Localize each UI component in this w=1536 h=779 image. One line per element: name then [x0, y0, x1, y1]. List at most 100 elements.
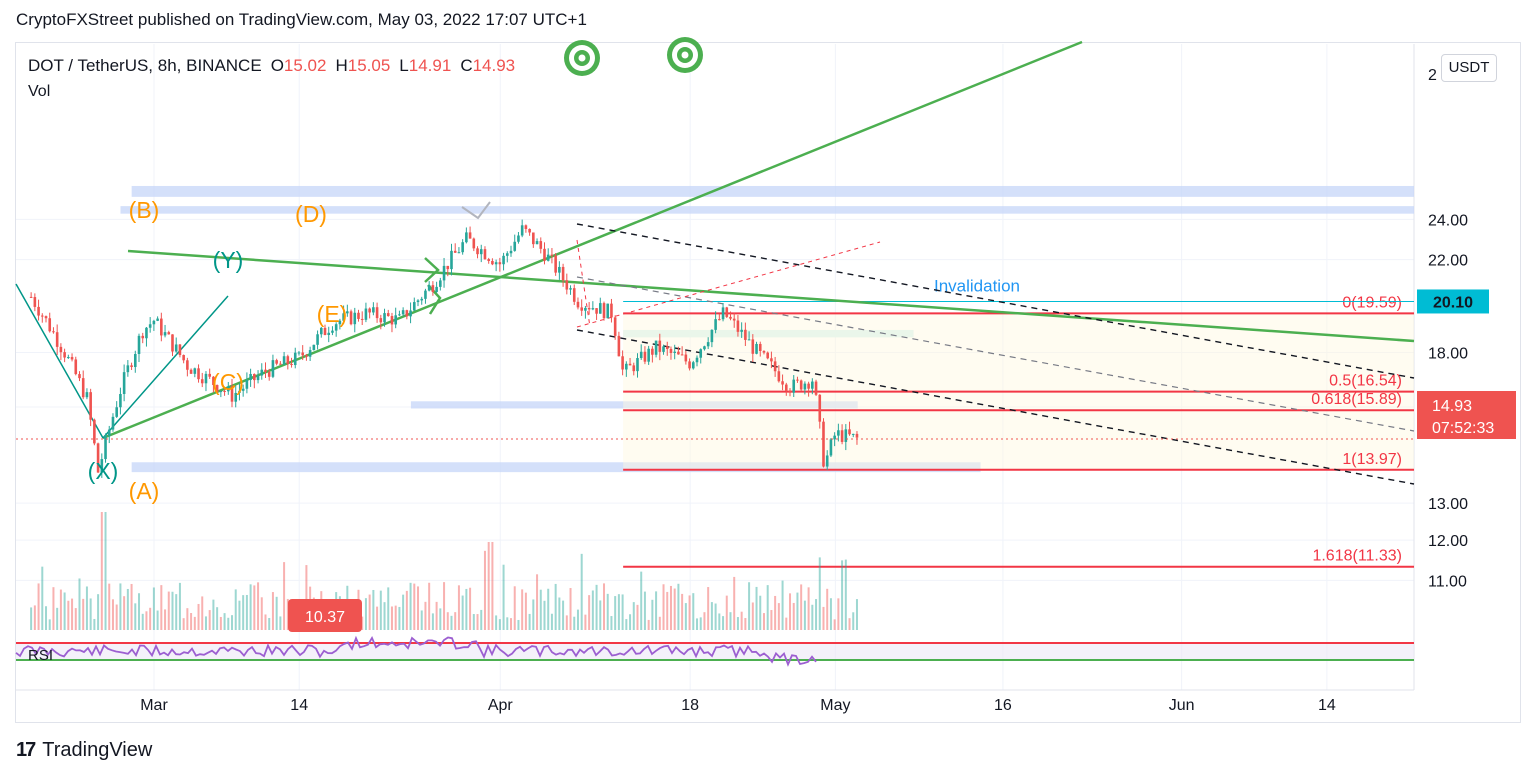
candle-body — [219, 390, 223, 393]
volume-bar — [85, 586, 88, 630]
volume-bar — [398, 606, 401, 630]
volume-bar — [536, 574, 539, 630]
volume-bar — [171, 591, 174, 630]
candle-body — [416, 300, 420, 303]
candle-body — [174, 344, 178, 352]
candle-body — [230, 386, 234, 402]
rsi-line — [15, 635, 817, 667]
candle-body — [215, 385, 219, 393]
candle-body — [621, 356, 624, 370]
candle-body — [535, 241, 539, 245]
volume-bar — [837, 598, 840, 630]
volume-bar — [576, 609, 579, 630]
volume-bars: 10.37 — [30, 512, 858, 632]
bar-countdown: 07:52:33 — [1432, 420, 1494, 437]
candle-body — [450, 250, 453, 270]
volume-bar — [454, 612, 457, 630]
candle-body — [825, 455, 829, 467]
candle-body — [282, 356, 286, 365]
candle-body — [186, 360, 189, 370]
price-tick-label: 18.00 — [1428, 346, 1468, 363]
volume-bar — [498, 619, 501, 630]
candle-body — [784, 384, 788, 391]
candle-body — [684, 354, 688, 362]
candles — [16, 219, 1414, 478]
channel-mid — [576, 276, 1415, 432]
candle-body — [494, 262, 498, 265]
invalidation-price-tag — [1417, 289, 1489, 314]
volume-bar — [766, 585, 769, 630]
candle-body — [130, 365, 133, 368]
price-tick-label: 11.00 — [1428, 573, 1467, 590]
volume-bar — [774, 595, 777, 630]
volume-bar — [383, 602, 386, 630]
volume-bar — [234, 589, 237, 630]
candle-body — [372, 307, 375, 313]
volume-bar — [283, 562, 286, 630]
candle-body — [662, 346, 665, 352]
volume-bar — [138, 593, 141, 630]
volume-bar — [141, 613, 144, 630]
volume-bar — [67, 600, 70, 630]
channel-upper — [576, 223, 1415, 379]
wave-label: (Y) — [213, 247, 244, 273]
volume-bar — [420, 610, 423, 630]
candle-body — [85, 392, 89, 398]
volume-bar — [517, 619, 520, 630]
candle-body — [699, 349, 703, 358]
candle-body — [331, 330, 334, 333]
volume-bar — [707, 587, 710, 630]
candle-body — [171, 334, 174, 352]
wave-y-line — [102, 295, 229, 439]
volume-bar — [729, 612, 732, 630]
volume-bar — [621, 594, 624, 630]
candle-body — [93, 419, 96, 444]
candle-body — [703, 346, 706, 350]
price-tick-label: 12.00 — [1428, 533, 1468, 550]
volume-bar — [744, 618, 747, 630]
volume-bar — [204, 616, 207, 630]
trend-lines — [15, 40, 1415, 485]
footer-brand: 17 TradingView — [16, 739, 152, 762]
volume-bar — [216, 607, 219, 630]
volume-bar — [178, 582, 181, 630]
volume-bar — [476, 614, 479, 630]
volume-bar — [193, 616, 196, 630]
volume-bar — [108, 583, 111, 630]
candle-body — [479, 249, 483, 255]
currency-button[interactable]: USDT — [1441, 54, 1497, 82]
candle-body — [163, 332, 167, 336]
candle-body — [342, 313, 345, 321]
volume-bar — [182, 618, 185, 630]
volume-bar — [532, 599, 535, 630]
volume-bar — [130, 583, 133, 630]
volume-bar — [617, 594, 620, 630]
candle-body — [576, 301, 580, 308]
volume-bar — [822, 606, 825, 630]
candle-body — [673, 351, 676, 353]
volume-bar — [565, 615, 568, 630]
volume-bar — [796, 592, 799, 630]
candle-body — [811, 381, 814, 389]
candle-body — [502, 255, 505, 265]
candle-body — [491, 260, 494, 265]
candle-body — [587, 307, 591, 310]
candle-body — [40, 315, 44, 317]
volume-bar — [733, 576, 736, 630]
volume-bar — [759, 595, 762, 630]
candle-body — [346, 311, 349, 314]
candle-body — [855, 433, 859, 438]
volume-bar — [826, 588, 829, 630]
tradingview-logo-icon: 17 — [16, 739, 36, 761]
candle-body — [133, 353, 137, 368]
volume-bar — [688, 595, 691, 630]
candle-body — [126, 365, 130, 373]
candle-body — [193, 368, 197, 374]
candle-body — [271, 360, 275, 377]
candle-body — [37, 306, 40, 316]
candle-body — [472, 238, 476, 249]
candle-body — [431, 285, 435, 292]
volume-bar — [740, 611, 743, 630]
volume-bar — [528, 613, 531, 630]
